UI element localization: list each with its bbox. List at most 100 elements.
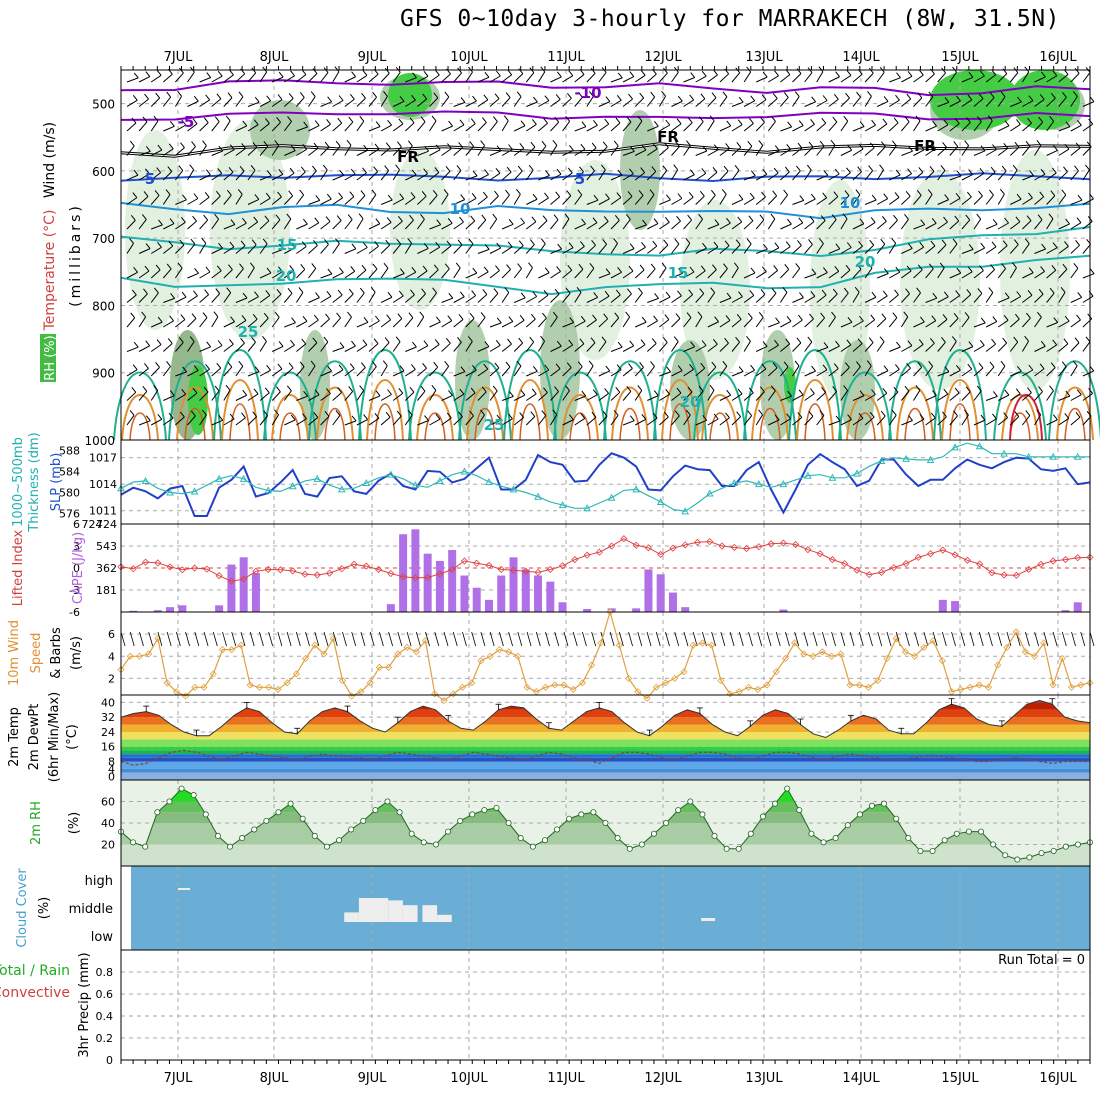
wind-barb — [937, 296, 949, 303]
wind-barb — [229, 69, 234, 76]
wind-barb — [241, 143, 246, 149]
wind-barb — [590, 165, 595, 172]
wind-barb — [301, 338, 307, 345]
wind-barb — [888, 317, 898, 328]
wind-barb — [1046, 269, 1057, 279]
wind-barb — [423, 340, 429, 346]
wind-barb — [417, 420, 429, 426]
run-total: Run Total = 0 — [998, 953, 1085, 968]
date-label-top: 11JUL — [547, 50, 585, 65]
wind-barb — [384, 165, 390, 171]
wind-barb — [211, 121, 220, 132]
wind-barb — [622, 173, 634, 181]
wind-barb — [932, 292, 938, 299]
wind-barb — [566, 190, 572, 197]
wind-barb — [665, 389, 671, 395]
wind-barb — [441, 96, 450, 107]
wind-barb — [441, 297, 453, 303]
wind-barb — [254, 366, 260, 372]
wind-barb — [726, 217, 731, 224]
wind-barb — [1026, 215, 1032, 221]
wind-barb — [199, 196, 210, 205]
wind-barb — [586, 342, 596, 352]
wind-barb — [671, 392, 682, 401]
wind-barb — [877, 273, 889, 279]
wind-barb — [508, 218, 514, 225]
wind-barb — [399, 268, 405, 274]
wind-barb — [676, 387, 682, 394]
wind-barb — [215, 190, 221, 197]
temperature-contour — [408, 371, 462, 441]
wind-barb — [749, 118, 754, 124]
wind-barb — [344, 345, 356, 352]
wind-barb — [614, 215, 620, 221]
wind-barb — [586, 199, 599, 205]
wind-barb — [392, 341, 401, 352]
wind-barb — [335, 140, 341, 147]
rh-marker — [626, 845, 633, 852]
wind-barb — [591, 631, 597, 647]
wind-barb — [960, 631, 966, 647]
wind-barb — [404, 317, 414, 328]
wind-barb — [664, 142, 669, 148]
wind-barb — [1034, 345, 1046, 352]
slp-tick-label: 1011 — [89, 505, 117, 518]
wind-barb — [507, 413, 513, 420]
wind-barb — [1016, 365, 1022, 372]
temperature-contour — [503, 349, 557, 441]
wind-barb — [816, 346, 829, 352]
wind-barb — [913, 194, 922, 205]
wind-barb — [235, 297, 248, 303]
rh-marker — [1014, 856, 1021, 863]
wind-barb — [1046, 149, 1058, 156]
wind-barb — [759, 214, 765, 221]
wind-barb — [241, 315, 247, 321]
wind-barb — [434, 69, 440, 76]
wind-barb — [1015, 119, 1021, 125]
wind-barb — [133, 72, 139, 79]
wind-barb — [671, 123, 682, 132]
wind-barb — [531, 216, 537, 223]
wind-barb — [726, 120, 732, 127]
wind-barb — [1053, 317, 1059, 323]
wind-barb — [308, 319, 319, 328]
wind-barb — [695, 173, 707, 181]
wind-barb — [731, 244, 741, 254]
wind-barb — [700, 265, 706, 272]
wind-barb — [895, 169, 901, 176]
wind-barb — [337, 387, 343, 393]
wind-barb — [545, 631, 550, 647]
wind-barb — [671, 318, 681, 328]
wind-barb — [810, 193, 816, 200]
wind-barb — [165, 189, 171, 195]
wind-barb — [382, 360, 388, 367]
wind-barb — [582, 631, 587, 647]
wind-barb — [441, 148, 452, 156]
wind-barb — [1022, 294, 1033, 303]
wind-barb — [380, 124, 392, 132]
wind-barb — [976, 116, 982, 122]
wind-barb — [978, 362, 984, 369]
wind-barb — [216, 265, 222, 272]
li-tick-label: -6 — [69, 606, 80, 619]
wind-barb — [914, 631, 920, 647]
wind-barb — [792, 319, 803, 328]
wind-barb — [142, 116, 148, 123]
cloud-middle-bar — [388, 900, 403, 922]
wind-barb — [949, 146, 959, 156]
wind-barb — [722, 91, 728, 98]
wind-barb — [920, 219, 926, 226]
wind-barb — [368, 73, 379, 83]
wind-barb — [441, 73, 451, 83]
wind-barb — [1010, 296, 1021, 303]
wind-barb — [501, 418, 513, 426]
wind-barb — [177, 262, 183, 269]
wind-barb — [162, 171, 173, 181]
wind-barb — [719, 417, 730, 426]
wind-barb — [586, 124, 598, 132]
wind-barb — [132, 192, 138, 198]
axis-label: 10m Wind — [7, 620, 22, 686]
wind-barb — [965, 117, 971, 123]
wind-barb — [889, 369, 900, 377]
wind-barb — [138, 248, 151, 254]
